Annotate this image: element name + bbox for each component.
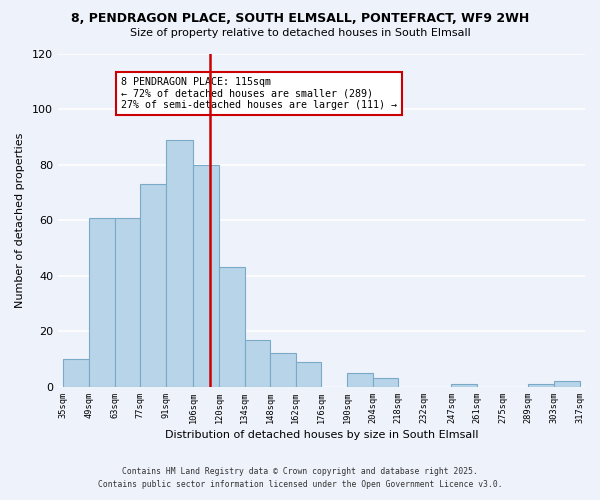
- Bar: [270, 354, 296, 386]
- Bar: [245, 340, 270, 386]
- Text: 8 PENDRAGON PLACE: 115sqm
← 72% of detached houses are smaller (289)
27% of semi: 8 PENDRAGON PLACE: 115sqm ← 72% of detac…: [121, 78, 397, 110]
- X-axis label: Distribution of detached houses by size in South Elmsall: Distribution of detached houses by size …: [165, 430, 478, 440]
- Bar: [554, 381, 580, 386]
- Bar: [373, 378, 398, 386]
- Bar: [140, 184, 166, 386]
- Bar: [296, 362, 322, 386]
- Text: Size of property relative to detached houses in South Elmsall: Size of property relative to detached ho…: [130, 28, 470, 38]
- Bar: [64, 359, 89, 386]
- Bar: [115, 218, 140, 386]
- Bar: [166, 140, 193, 386]
- Bar: [451, 384, 477, 386]
- Y-axis label: Number of detached properties: Number of detached properties: [15, 132, 25, 308]
- Text: Contains HM Land Registry data © Crown copyright and database right 2025.: Contains HM Land Registry data © Crown c…: [122, 467, 478, 476]
- Bar: [193, 165, 219, 386]
- Bar: [347, 373, 373, 386]
- Bar: [528, 384, 554, 386]
- Text: 8, PENDRAGON PLACE, SOUTH ELMSALL, PONTEFRACT, WF9 2WH: 8, PENDRAGON PLACE, SOUTH ELMSALL, PONTE…: [71, 12, 529, 26]
- Bar: [89, 218, 115, 386]
- Text: Contains public sector information licensed under the Open Government Licence v3: Contains public sector information licen…: [98, 480, 502, 489]
- Bar: [219, 268, 245, 386]
